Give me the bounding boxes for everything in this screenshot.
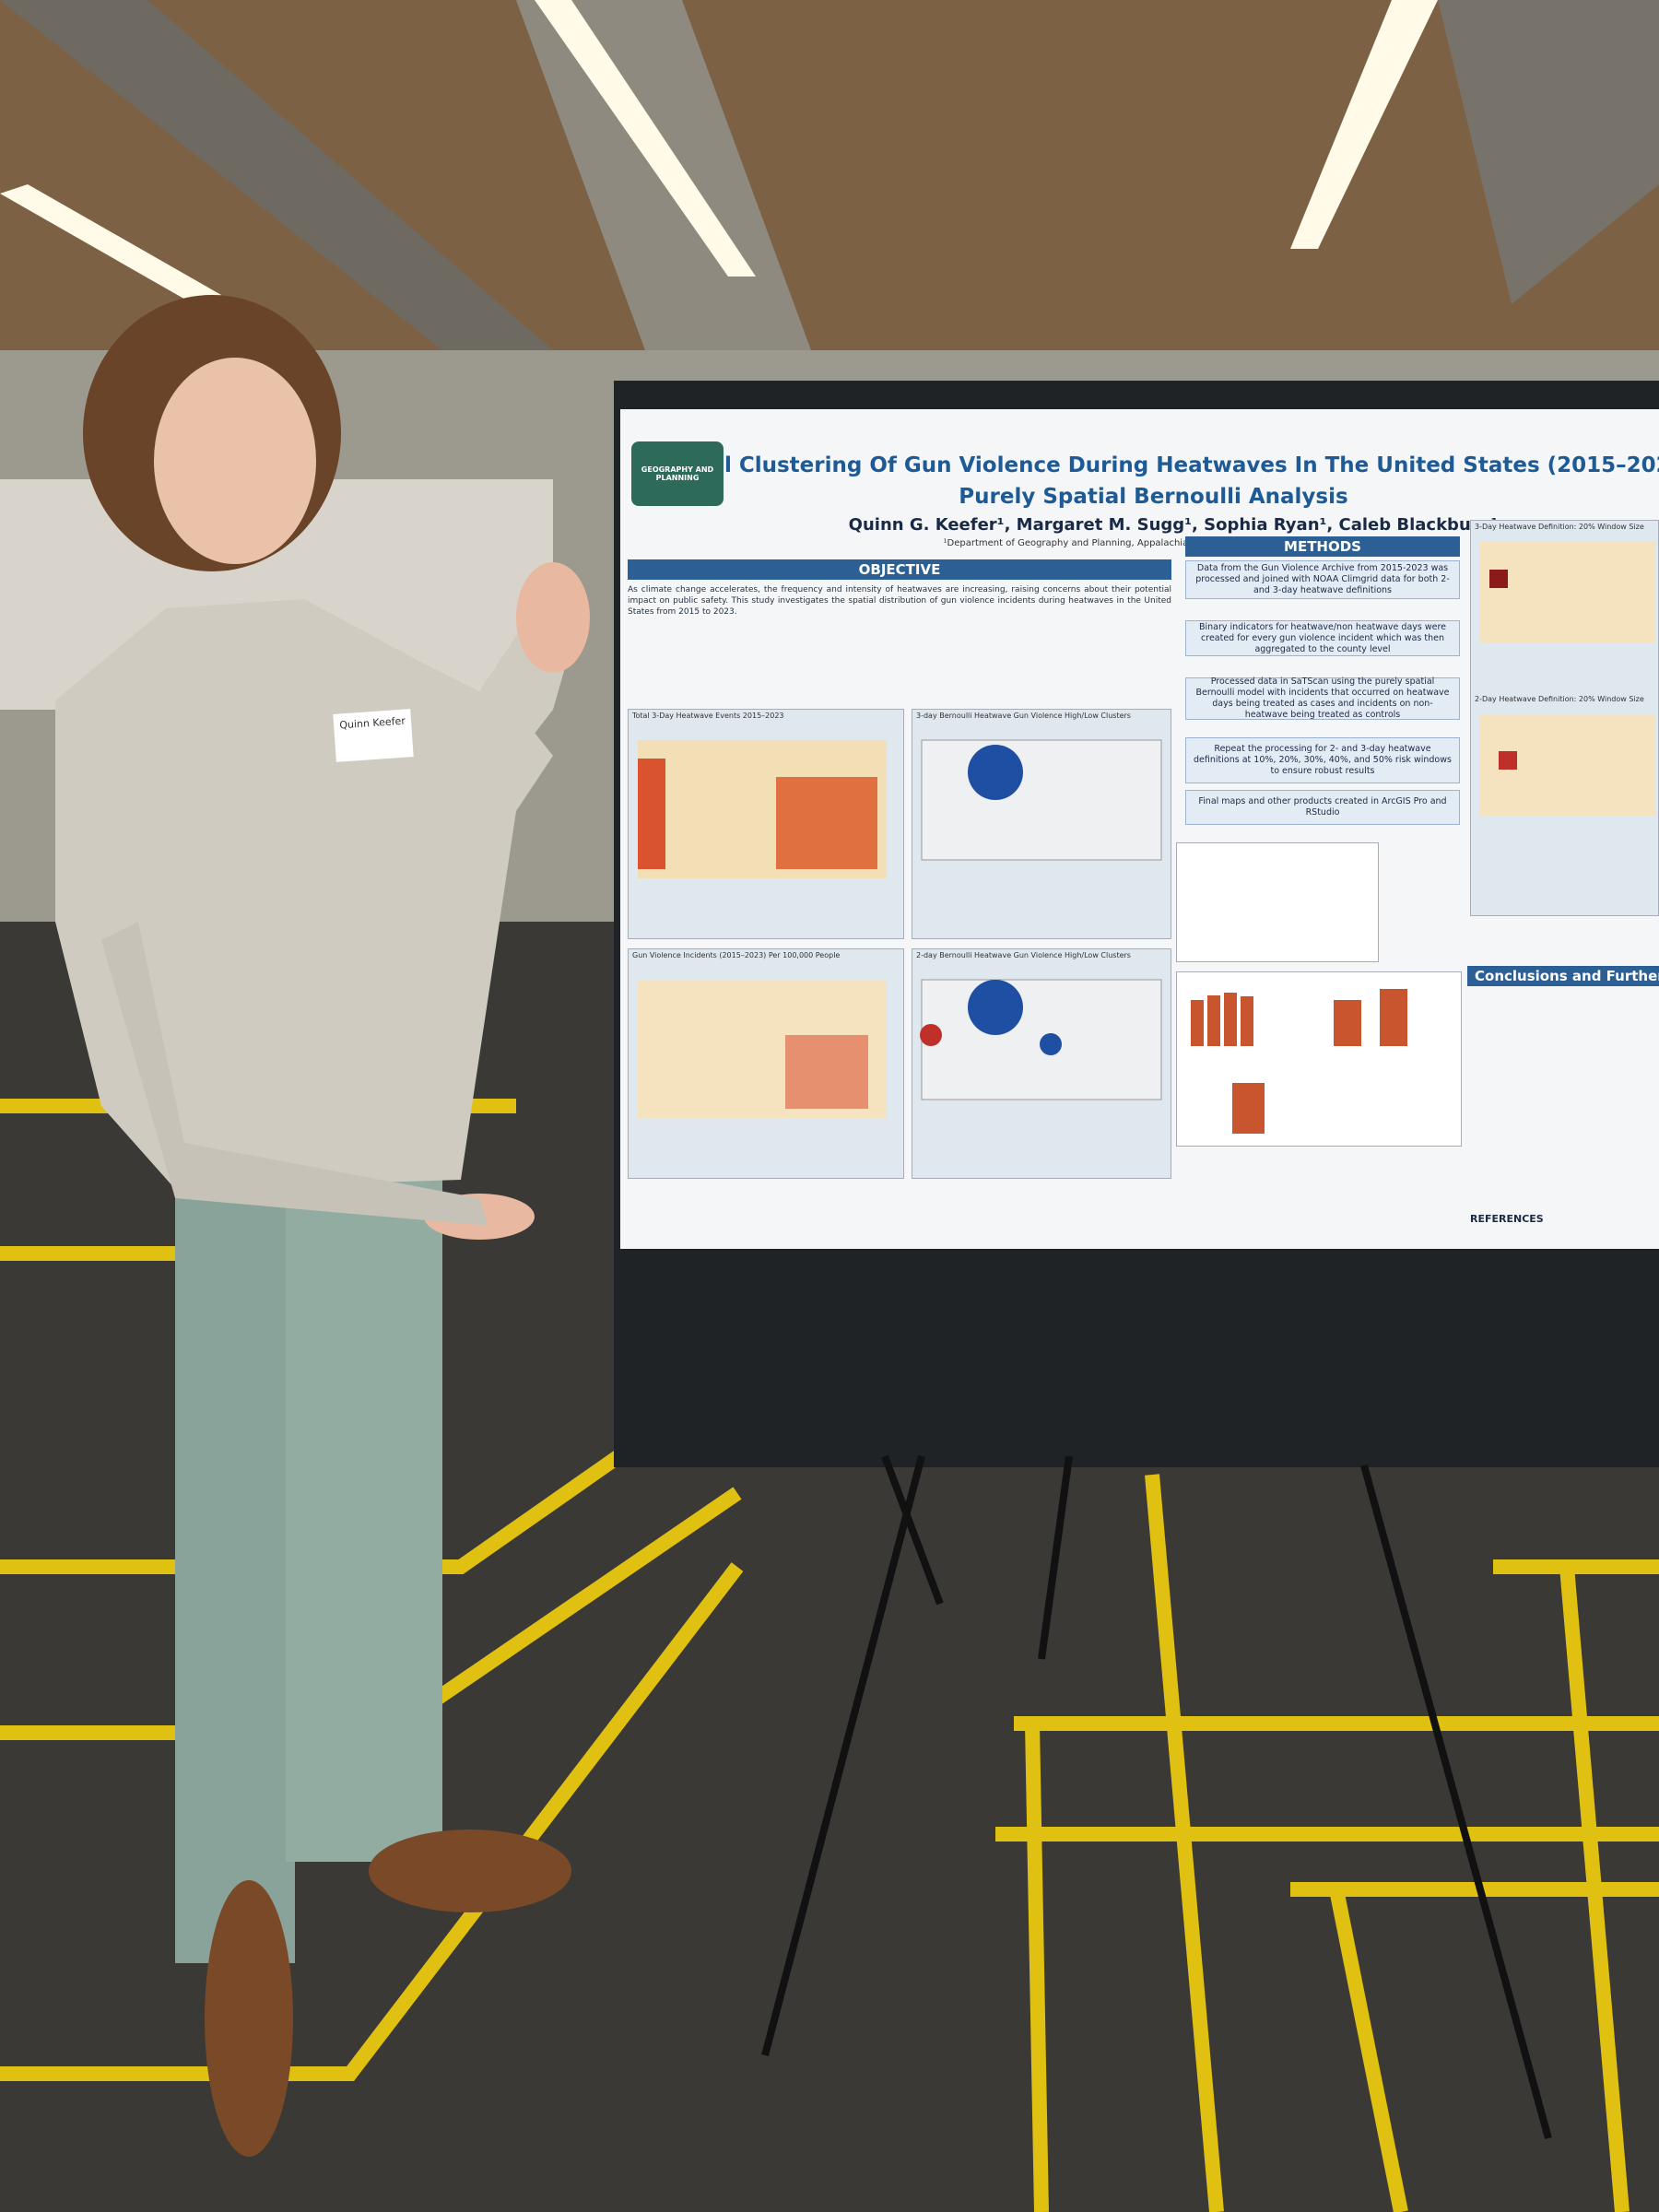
method-step: Processed data in SaTScan using the pure… bbox=[1185, 677, 1460, 720]
bar-graphic bbox=[1191, 989, 1407, 1134]
map-graphic bbox=[921, 739, 1162, 861]
poster: Spatial Clustering Of Gun Violence Durin… bbox=[620, 409, 1659, 1249]
section-heading: METHODS bbox=[1185, 536, 1460, 557]
name-tag: Quinn Keefer bbox=[333, 709, 414, 762]
map: Total 3-Day Heatwave Events 2015–2023 bbox=[628, 709, 904, 939]
map-graphic bbox=[638, 980, 887, 1118]
section-heading: Conclusions and Further bbox=[1467, 966, 1659, 986]
map-title: 3-Day Heatwave Definition: 20% Window Si… bbox=[1475, 523, 1644, 531]
section-heading: OBJECTIVE bbox=[628, 559, 1171, 580]
chart-figure bbox=[1176, 971, 1462, 1147]
affiliation: ¹Department of Geography and Planning, A… bbox=[943, 538, 1404, 548]
map-title: 2-Day Heatwave Definition: 20% Window Si… bbox=[1475, 695, 1644, 703]
map-title: Total 3-Day Heatwave Events 2015–2023 bbox=[632, 712, 784, 720]
logo: GEOGRAPHY AND PLANNING bbox=[631, 441, 724, 506]
method-step: Binary indicators for heatwave/non heatw… bbox=[1185, 620, 1460, 656]
chart-figure bbox=[1176, 842, 1379, 962]
ceiling-light bbox=[535, 0, 756, 276]
map-graphic bbox=[920, 979, 1162, 1100]
map-title: 2-day Bernoulli Heatwave Gun Violence Hi… bbox=[916, 951, 1131, 959]
map: 2-day Bernoulli Heatwave Gun Violence Hi… bbox=[912, 948, 1171, 1179]
method-step: Data from the Gun Violence Archive from … bbox=[1185, 560, 1460, 599]
objective-text: As climate change accelerates, the frequ… bbox=[628, 585, 1171, 617]
map-title: Gun Violence Incidents (2015–2023) Per 1… bbox=[632, 951, 841, 959]
map-graphic bbox=[1480, 714, 1655, 816]
section-heading: REFERENCES bbox=[1470, 1213, 1544, 1225]
map: Gun Violence Incidents (2015–2023) Per 1… bbox=[628, 948, 904, 1179]
easel bbox=[761, 1454, 1552, 2140]
beam bbox=[1438, 0, 1659, 304]
ceiling-light bbox=[1290, 0, 1438, 249]
beam bbox=[0, 0, 553, 350]
poster-title: Spatial Clustering Of Gun Violence Durin… bbox=[648, 453, 1659, 477]
person bbox=[55, 295, 590, 2157]
method-step: Repeat the processing for 2- and 3-day h… bbox=[1185, 737, 1460, 783]
method-step: Final maps and other products created in… bbox=[1185, 790, 1460, 825]
map-title: 3-day Bernoulli Heatwave Gun Violence Hi… bbox=[916, 712, 1131, 720]
map-graphic bbox=[1480, 542, 1655, 643]
authors: Quinn G. Keefer¹, Margaret M. Sugg¹, Sop… bbox=[848, 515, 1499, 535]
map-column: 3-Day Heatwave Definition: 20% Window Si… bbox=[1470, 520, 1659, 916]
map: 3-day Bernoulli Heatwave Gun Violence Hi… bbox=[912, 709, 1171, 939]
ceiling-light bbox=[0, 184, 221, 304]
map-graphic bbox=[638, 740, 887, 878]
poster-title: Purely Spatial Bernoulli Analysis bbox=[959, 485, 1348, 509]
